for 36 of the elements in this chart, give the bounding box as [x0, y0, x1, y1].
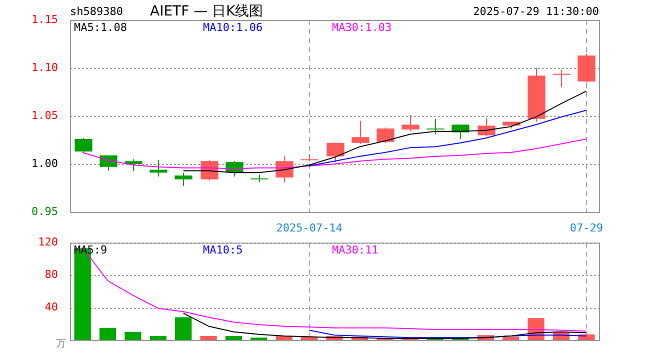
x-tick-label: 07-29 — [570, 221, 603, 234]
candlestick — [326, 142, 344, 163]
bar — [200, 336, 217, 340]
y-tick-label: 0.95 — [32, 204, 58, 218]
candlestick — [552, 69, 570, 88]
y-tick-label: 120 — [38, 235, 58, 248]
y-tick-label: 1.10 — [32, 60, 58, 74]
candlestick — [124, 158, 142, 172]
text: sh589380 — [70, 4, 123, 18]
candlestick — [376, 127, 394, 144]
bar — [175, 317, 192, 340]
candlestick — [402, 114, 420, 132]
y-tick-label: 40 — [44, 300, 58, 314]
text: MA10:1.06 — [203, 21, 263, 34]
candlestick — [174, 172, 192, 187]
x-tick-label: 2025-07-14 — [276, 221, 343, 234]
candlestick — [426, 118, 444, 135]
bar — [124, 332, 142, 340]
text: MA30:11 — [332, 244, 378, 257]
bar — [99, 328, 116, 340]
candlestick — [478, 117, 496, 137]
y-tick-label: 1.05 — [32, 108, 58, 122]
y-tick-label: 1.15 — [32, 12, 58, 26]
candlestick — [74, 138, 92, 153]
y-axis-title: 万 — [56, 338, 66, 350]
text: MA5:1.08 — [74, 21, 127, 34]
y-tick-label: 1.00 — [32, 156, 58, 170]
bar — [150, 336, 166, 340]
bar — [502, 336, 520, 340]
chart-title: AIETF — 日K线图 — [150, 4, 264, 20]
text: 2025-07-29 11:30:00 — [473, 4, 599, 18]
text: MA30:1.03 — [332, 21, 392, 34]
text: MA10:5 — [203, 244, 243, 257]
bar — [225, 336, 242, 340]
y-tick-label: 80 — [44, 268, 58, 281]
candlestick — [352, 120, 370, 144]
